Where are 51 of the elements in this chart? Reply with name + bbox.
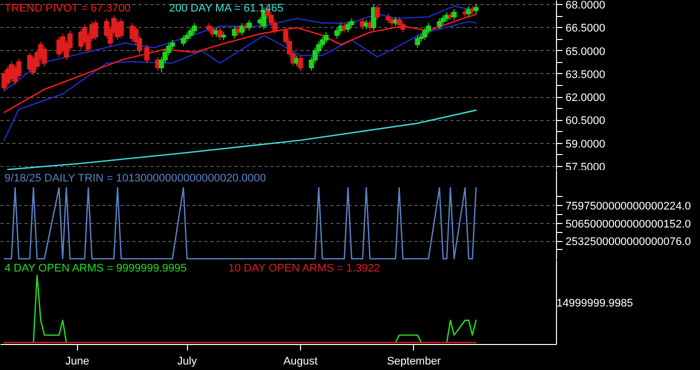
candlestick (323, 32, 329, 44)
line-series (4, 20, 477, 141)
y-tick-label: 62.0000 (566, 92, 606, 104)
y-tick-label: 7597500000000000224.0 (566, 200, 691, 213)
candlestick (334, 27, 340, 39)
candlestick (374, 4, 380, 20)
candlestick (451, 8, 457, 20)
x-tick-label: June (65, 356, 90, 368)
candlestick (473, 4, 479, 14)
y-tick-label: 68.0000 (566, 0, 606, 12)
candlestick (118, 18, 124, 39)
x-tick-label: August (283, 356, 318, 368)
candlestick (184, 32, 190, 42)
x-tick-label: September (386, 356, 442, 368)
candlestick (188, 27, 194, 39)
line-series (7, 110, 477, 170)
candlestick (440, 14, 446, 26)
candlestick (386, 13, 391, 24)
text: 4 DAY OPEN ARMS = 9999999.9995 (4, 262, 187, 274)
candlestick (93, 19, 98, 40)
candlestick (180, 34, 186, 47)
text: 10 DAY OPEN ARMS = 1.3922 (228, 262, 380, 274)
text: 14999999.9985 (556, 298, 633, 310)
candlestick (422, 27, 428, 40)
candlestick (144, 44, 150, 64)
y-tick-label: 5065000000000000152.0 (566, 218, 691, 230)
candlestick (349, 18, 354, 28)
line-series (4, 14, 477, 114)
candlestick (466, 6, 472, 18)
y-tick-label: 66.5000 (566, 22, 606, 35)
candlestick (217, 27, 223, 40)
candlestick (436, 18, 442, 30)
candlestick (396, 16, 402, 28)
y-tick-label: 2532500000000000076.0 (566, 236, 691, 248)
candlestick (239, 22, 245, 36)
y-tick-label: 65.0000 (566, 46, 606, 58)
x-tick-label: July (177, 356, 198, 368)
candlestick (42, 46, 47, 67)
candlestick (414, 34, 420, 48)
candlestick (400, 20, 406, 33)
candlestick (298, 54, 304, 72)
y-tick-label: 63.5000 (566, 68, 606, 81)
text: 200 DAY MA = 61.1465 (169, 2, 284, 14)
series-label: 9/18/25 DAILY TRIN = 10130000000000000020.0000 (4, 172, 266, 184)
candlestick (206, 22, 212, 33)
y-tick-label: 60.5000 (566, 115, 606, 128)
candlestick (345, 20, 351, 33)
candlestick (246, 19, 252, 32)
text: TREND PIVOT = 67.3700 (4, 2, 131, 14)
y-tick-label: 59.0000 (566, 138, 606, 150)
candlestick (192, 22, 197, 34)
